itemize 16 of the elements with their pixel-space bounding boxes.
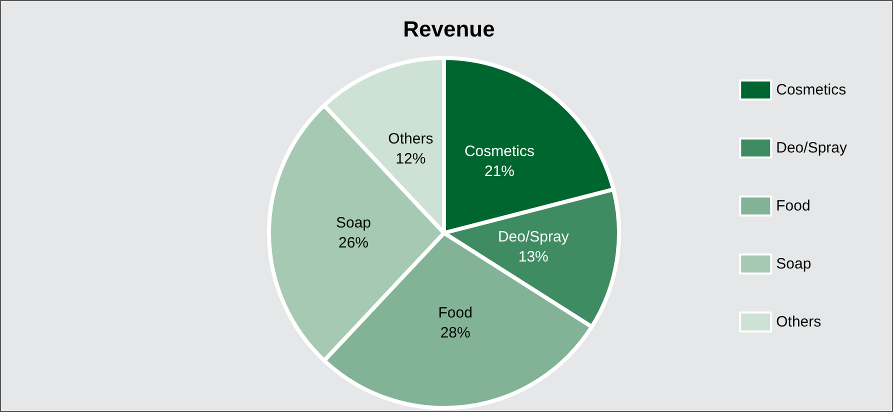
legend-label: Food <box>776 198 810 214</box>
slice-label: Food <box>438 304 472 322</box>
data-label: 26% <box>338 234 369 252</box>
data-label: 28% <box>440 324 470 342</box>
slice-label: Deo/Spray <box>498 228 570 246</box>
slice-label: Others <box>388 130 434 148</box>
data-label: 21% <box>484 162 514 180</box>
data-label: 12% <box>396 150 426 168</box>
data-label: 13% <box>518 248 548 266</box>
legend-label: Others <box>776 314 822 330</box>
slice-label: Cosmetics <box>464 142 534 160</box>
legend-label: Soap <box>776 256 812 272</box>
chart-title: Revenue <box>403 16 495 42</box>
slice-label: Soap <box>336 214 372 232</box>
legend-label: Cosmetics <box>776 82 846 98</box>
legend-label: Deo/Spray <box>776 140 848 156</box>
